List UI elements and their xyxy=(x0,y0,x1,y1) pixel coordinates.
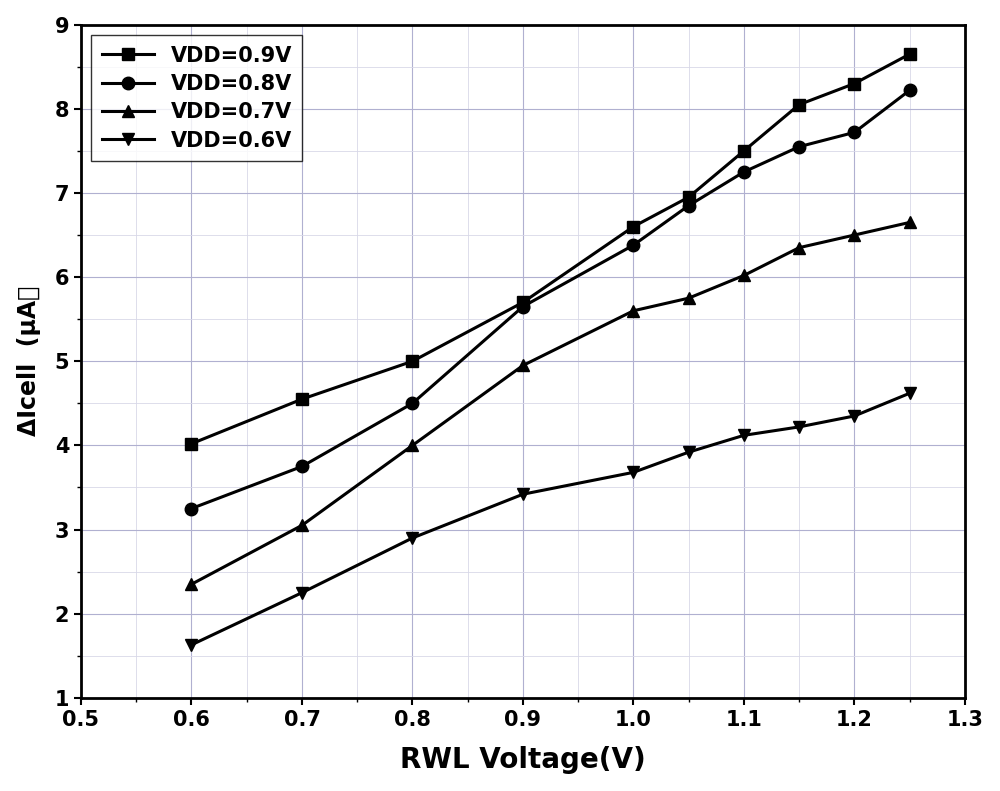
VDD=0.9V xyxy=(793,100,805,109)
VDD=0.6V xyxy=(627,467,639,477)
VDD=0.8V xyxy=(185,504,197,513)
VDD=0.8V xyxy=(517,302,529,312)
VDD=0.7V xyxy=(904,218,916,227)
Line: VDD=0.9V: VDD=0.9V xyxy=(185,48,916,450)
VDD=0.6V xyxy=(296,588,308,597)
VDD=0.8V xyxy=(627,240,639,250)
VDD=0.6V xyxy=(738,430,750,440)
VDD=0.6V xyxy=(406,533,418,543)
VDD=0.9V xyxy=(683,192,695,202)
VDD=0.6V xyxy=(848,411,860,421)
VDD=0.7V xyxy=(406,441,418,450)
VDD=0.7V xyxy=(185,580,197,589)
VDD=0.8V xyxy=(738,167,750,176)
VDD=0.7V xyxy=(627,306,639,316)
VDD=0.6V xyxy=(904,388,916,398)
VDD=0.9V xyxy=(848,79,860,89)
VDD=0.6V xyxy=(683,448,695,457)
VDD=0.7V xyxy=(517,361,529,370)
VDD=0.8V xyxy=(793,142,805,151)
VDD=0.7V xyxy=(793,243,805,252)
VDD=0.7V xyxy=(738,271,750,280)
VDD=0.8V xyxy=(683,201,695,210)
VDD=0.7V xyxy=(848,230,860,240)
VDD=0.8V xyxy=(904,85,916,95)
Line: VDD=0.7V: VDD=0.7V xyxy=(185,216,916,591)
Legend: VDD=0.9V, VDD=0.8V, VDD=0.7V, VDD=0.6V: VDD=0.9V, VDD=0.8V, VDD=0.7V, VDD=0.6V xyxy=(91,35,302,161)
VDD=0.6V xyxy=(185,640,197,649)
VDD=0.9V xyxy=(627,222,639,232)
Y-axis label: ΔIcell  (μA）: ΔIcell (μA） xyxy=(17,286,41,437)
VDD=0.9V xyxy=(904,49,916,59)
X-axis label: RWL Voltage(V): RWL Voltage(V) xyxy=(400,747,646,774)
VDD=0.6V xyxy=(517,490,529,499)
VDD=0.9V xyxy=(406,357,418,366)
VDD=0.6V xyxy=(793,422,805,432)
VDD=0.9V xyxy=(185,439,197,448)
VDD=0.9V xyxy=(738,146,750,156)
VDD=0.8V xyxy=(406,399,418,408)
Line: VDD=0.8V: VDD=0.8V xyxy=(185,84,916,515)
VDD=0.9V xyxy=(296,395,308,404)
VDD=0.7V xyxy=(683,293,695,303)
VDD=0.8V xyxy=(296,462,308,471)
Line: VDD=0.6V: VDD=0.6V xyxy=(185,387,916,651)
VDD=0.9V xyxy=(517,297,529,307)
VDD=0.8V xyxy=(848,127,860,137)
VDD=0.7V xyxy=(296,520,308,530)
